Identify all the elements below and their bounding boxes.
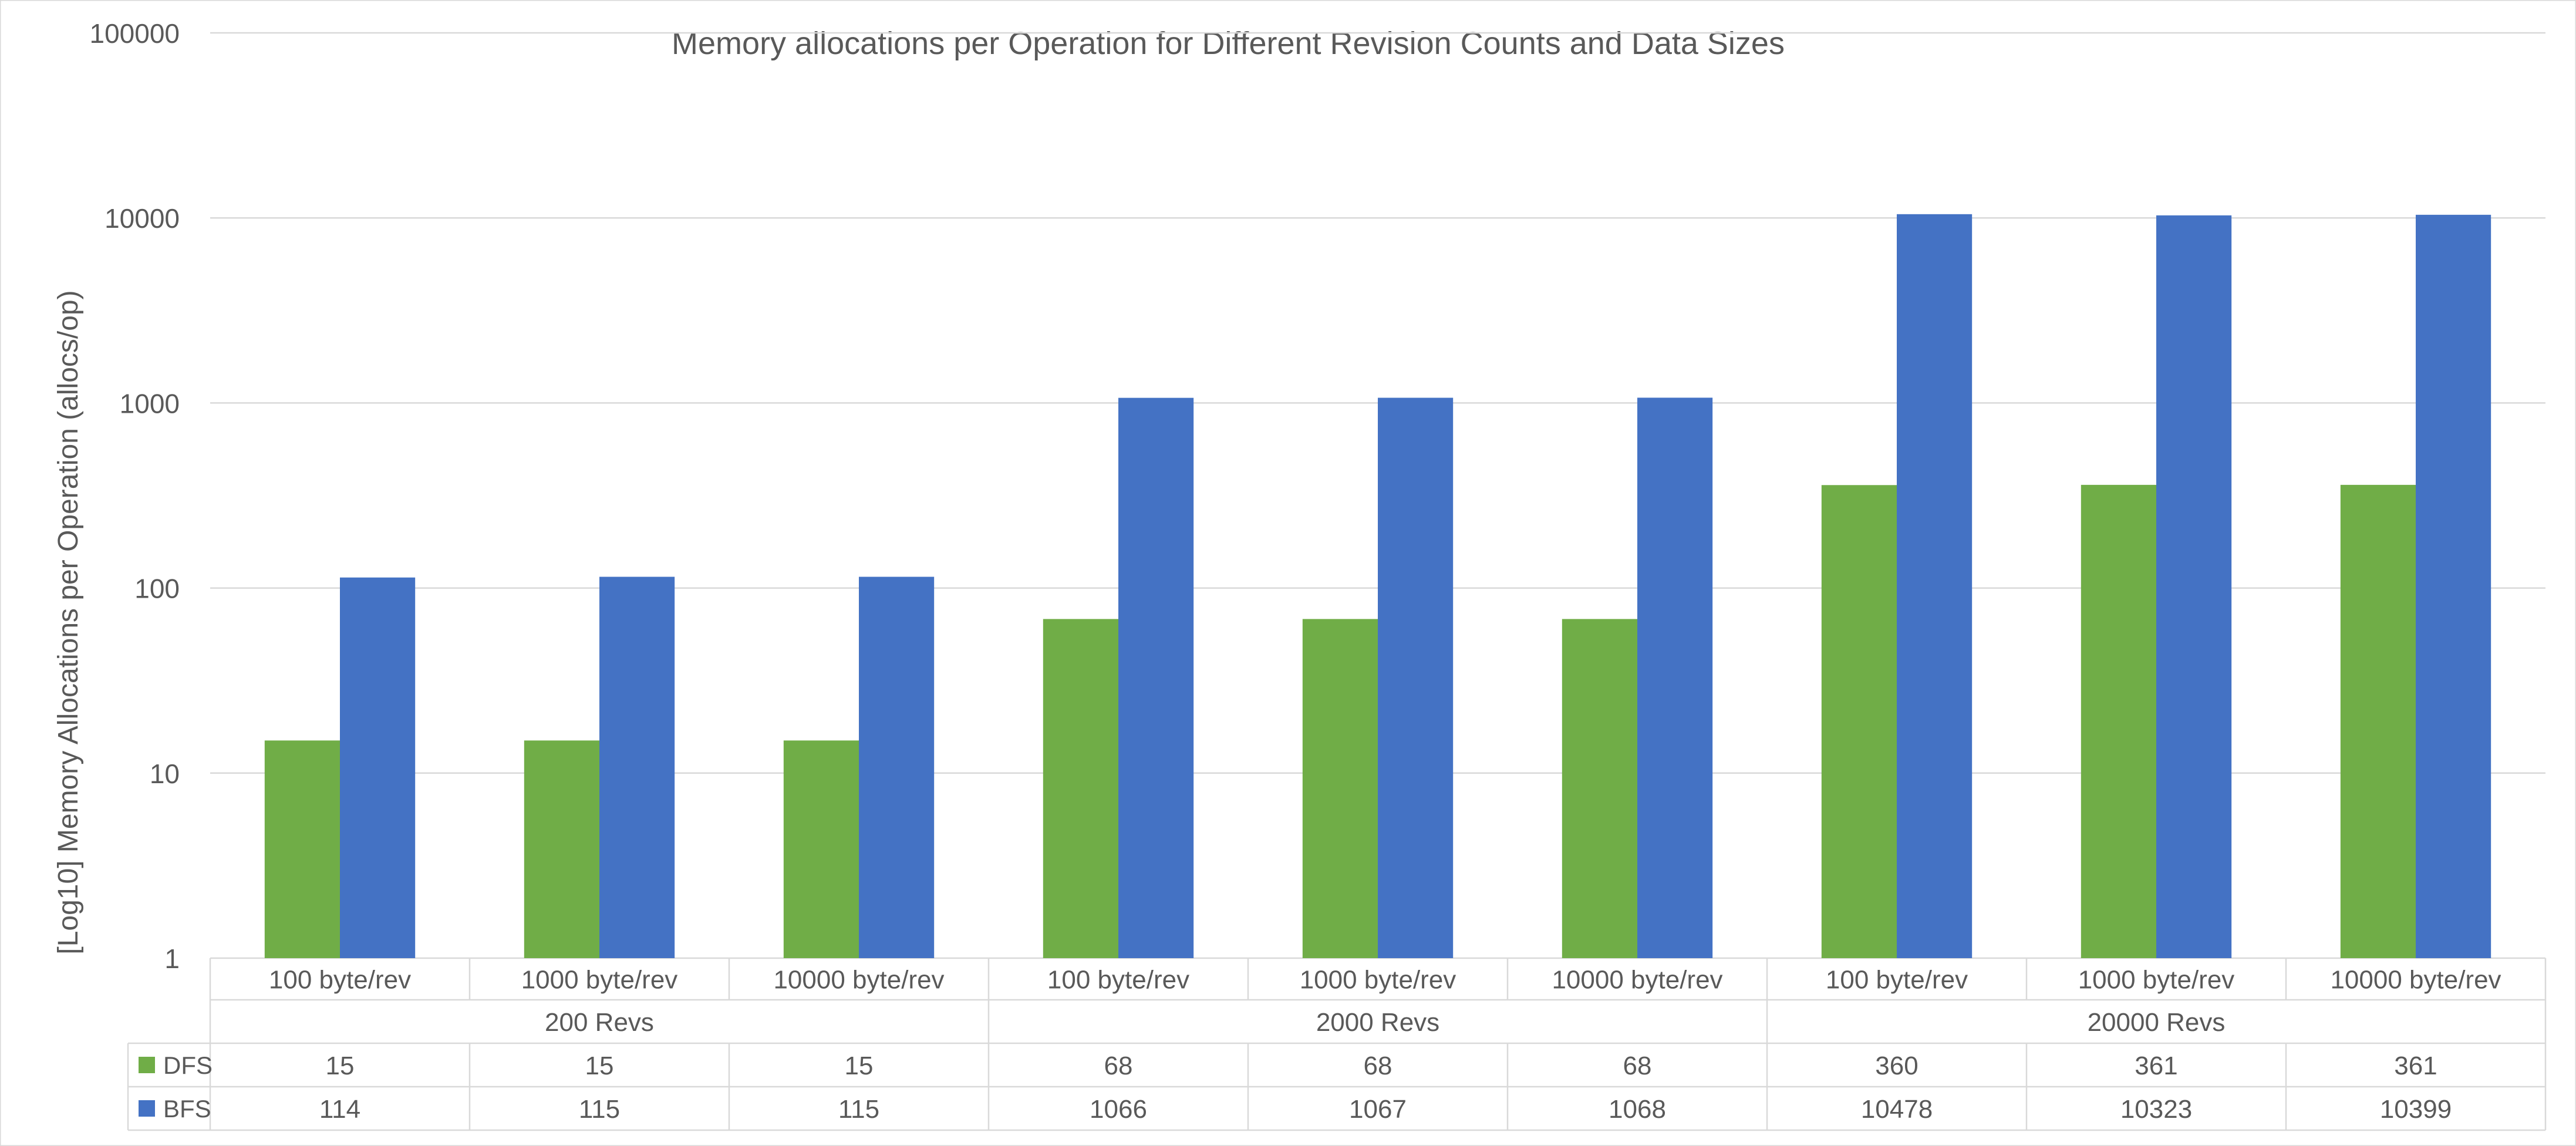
bars bbox=[264, 214, 2491, 959]
category-label: 100 byte/rev bbox=[1047, 966, 1189, 995]
bar-bfs bbox=[340, 577, 416, 958]
data-label: 1066 bbox=[1090, 1095, 1147, 1124]
data-label: 361 bbox=[2394, 1051, 2437, 1080]
y-tick-label: 100000 bbox=[90, 18, 180, 49]
bar-dfs bbox=[1562, 619, 1637, 958]
y-axis-label: [Log10] Memory Allocations per Operation… bbox=[53, 290, 84, 954]
data-label: 10323 bbox=[2120, 1095, 2192, 1124]
data-label: 68 bbox=[1104, 1051, 1133, 1080]
data-label: 15 bbox=[326, 1051, 355, 1080]
series-name: DFS bbox=[163, 1051, 213, 1079]
data-label: 1067 bbox=[1349, 1095, 1407, 1124]
y-tick-labels: 1 10 100 1000 10000 100000 bbox=[90, 18, 180, 974]
group-label: 2000 Revs bbox=[1316, 1008, 1439, 1037]
chart-title: Memory allocations per Operation for Dif… bbox=[672, 26, 1785, 61]
category-label: 10000 byte/rev bbox=[773, 966, 944, 995]
data-label: 10478 bbox=[1861, 1095, 1933, 1124]
data-label: 68 bbox=[1364, 1051, 1392, 1080]
bar-bfs bbox=[859, 577, 935, 958]
bar-dfs bbox=[783, 740, 859, 958]
bar-dfs bbox=[2081, 484, 2156, 958]
legend-key-bfs bbox=[139, 1100, 155, 1117]
bar-dfs bbox=[1302, 619, 1378, 958]
category-label: 10000 byte/rev bbox=[2330, 966, 2501, 995]
data-label: 10399 bbox=[2380, 1095, 2452, 1124]
bar-bfs bbox=[1118, 397, 1194, 958]
data-label: 15 bbox=[845, 1051, 874, 1080]
category-label: 100 byte/rev bbox=[269, 966, 411, 995]
data-label: 68 bbox=[1623, 1051, 1652, 1080]
bar-bfs bbox=[1637, 397, 1713, 958]
y-tick-label: 100 bbox=[134, 574, 180, 604]
data-label: 15 bbox=[585, 1051, 614, 1080]
bar-dfs bbox=[524, 740, 599, 958]
series-name: BFS bbox=[163, 1095, 211, 1123]
data-label: 360 bbox=[1875, 1051, 1918, 1080]
data-label: 115 bbox=[838, 1095, 879, 1124]
category-label: 1000 byte/rev bbox=[2078, 966, 2235, 995]
data-label: 115 bbox=[579, 1095, 620, 1124]
bar-dfs bbox=[1821, 485, 1897, 958]
category-label: 1000 byte/rev bbox=[521, 966, 678, 995]
category-label: 1000 byte/rev bbox=[1300, 966, 1456, 995]
bar-bfs bbox=[2156, 215, 2232, 958]
legend-key-dfs bbox=[139, 1057, 155, 1073]
data-table: 100 byte/rev 1000 byte/rev 10000 byte/rev 1… bbox=[127, 958, 2547, 1131]
data-label: 1068 bbox=[1609, 1095, 1666, 1124]
bar-bfs bbox=[1378, 397, 1454, 958]
category-label: 100 byte/rev bbox=[1826, 966, 1968, 995]
group-label: 200 Revs bbox=[545, 1008, 654, 1037]
bar-bfs bbox=[2416, 214, 2491, 959]
bar-dfs bbox=[264, 740, 340, 958]
y-tick-label: 10 bbox=[150, 759, 180, 789]
bar-bfs bbox=[599, 577, 675, 958]
y-tick-label: 1000 bbox=[120, 388, 180, 419]
y-tick-label: 1 bbox=[164, 943, 180, 974]
group-label: 20000 Revs bbox=[2088, 1008, 2226, 1037]
category-label: 10000 byte/rev bbox=[1552, 966, 1722, 995]
y-tick-label: 10000 bbox=[104, 203, 180, 234]
bar-dfs bbox=[2340, 484, 2416, 958]
bar-dfs bbox=[1043, 619, 1118, 958]
bar-bfs bbox=[1897, 214, 1973, 959]
data-label: 361 bbox=[2135, 1051, 2177, 1080]
data-label: 114 bbox=[319, 1095, 360, 1124]
